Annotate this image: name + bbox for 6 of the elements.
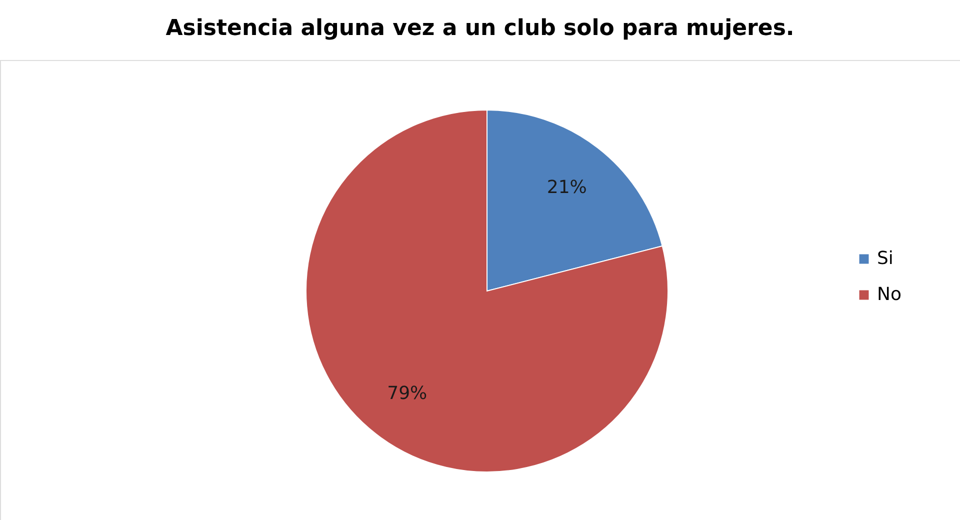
- data-label: 21%: [546, 177, 587, 198]
- legend-label: Si: [877, 248, 894, 269]
- data-label: 79%: [387, 382, 428, 404]
- chart-title: Asistencia alguna vez a un club solo para mujeres.: [166, 16, 794, 41]
- legend-label: No: [877, 284, 902, 305]
- pie-slice: [306, 110, 668, 472]
